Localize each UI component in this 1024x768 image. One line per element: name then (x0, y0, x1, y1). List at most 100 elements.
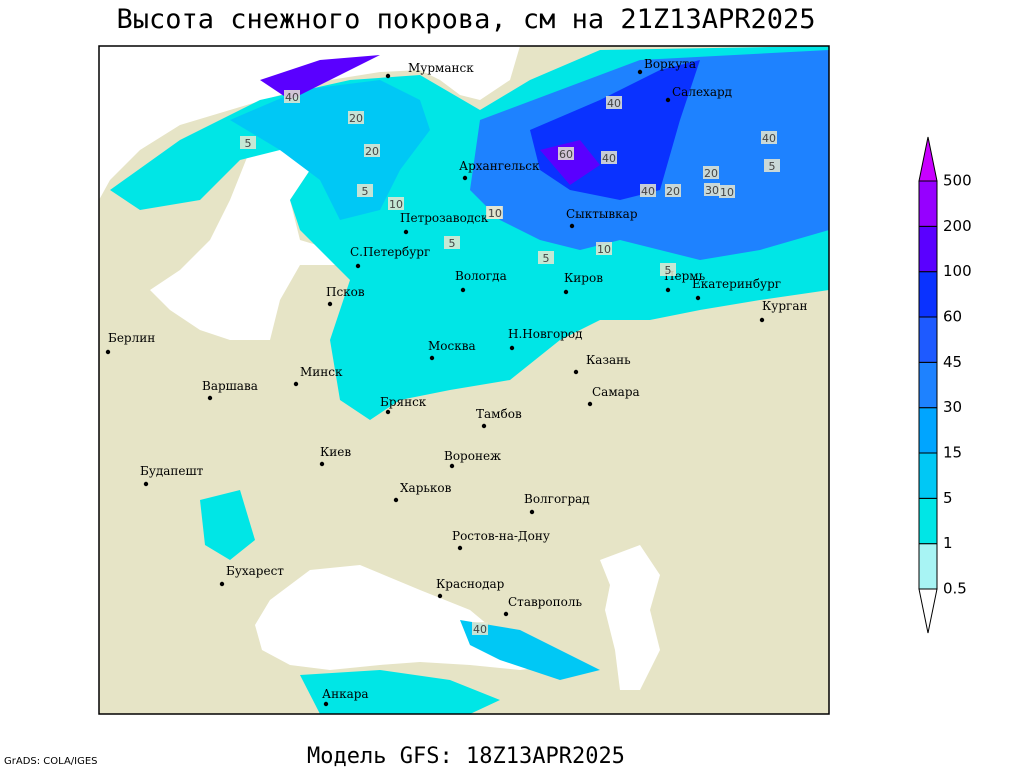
contour-label-bg (240, 136, 256, 149)
title: Высота снежного покрова, см на 21Z13APR2… (117, 4, 816, 35)
subtitle: Модель GFS: 18Z13APR2025 (307, 744, 625, 768)
credit: GrADS: COLA/IGES (4, 756, 98, 767)
contour-label-bg (606, 96, 622, 109)
colorbar-end (918, 588, 938, 634)
colorbar-label: 60 (943, 308, 962, 326)
contour-label: 20 (365, 145, 379, 158)
city-label: Петрозаводск (400, 211, 489, 225)
colorbar-segment (918, 271, 938, 318)
city-label: Екатеринбург (692, 277, 781, 291)
contour-label-bg (472, 622, 488, 635)
contour-label-bg (487, 206, 503, 219)
city-dot (385, 73, 391, 79)
city-dot (385, 409, 391, 415)
city-dot (219, 581, 225, 587)
contour-label-bg (719, 185, 735, 198)
city-dot (665, 287, 671, 293)
contour-label-bg (640, 184, 656, 197)
city-label: Ставрополь (508, 595, 582, 609)
contour-label-bg (601, 151, 617, 164)
contour-label-bg (665, 184, 681, 197)
contour-label-bg (704, 183, 720, 196)
city-dot (637, 69, 643, 75)
city-label: Самара (592, 385, 640, 399)
colorbar-segment (918, 407, 938, 454)
city-label: Ростов-на-Дону (452, 529, 550, 543)
colorbar-label: 500 (943, 172, 972, 190)
contour-label: 10 (597, 243, 611, 256)
snow-area (460, 620, 600, 680)
cities: Мурманск Воркута Салехард Архангельск Сыктыв… (105, 57, 807, 707)
city-dot (759, 317, 765, 323)
contour-label: 60 (559, 148, 573, 161)
snow-area (230, 80, 430, 220)
colorbar-segment (918, 316, 938, 363)
city-dot (503, 611, 509, 617)
city-label: Воркута (644, 57, 696, 71)
contour-label: 20 (666, 185, 680, 198)
contour-label: 40 (641, 185, 655, 198)
city-dot (481, 423, 487, 429)
city-dot (323, 701, 329, 707)
contour-label-bg (364, 144, 380, 157)
city-dot (319, 461, 325, 467)
contour-label: 5 (665, 264, 672, 277)
contour-label: 10 (720, 186, 734, 199)
contour-label: 5 (362, 185, 369, 198)
contour-label: 5 (543, 252, 550, 265)
colorbar-segment (918, 543, 938, 590)
city-label: Киев (320, 445, 351, 459)
city-label: Сыктывкар (566, 207, 638, 221)
contour-label: 40 (285, 91, 299, 104)
snow-area (200, 490, 255, 560)
contour-label-bg (388, 197, 404, 210)
colorbar-label: 200 (943, 217, 972, 235)
city-label: Архангельск (459, 159, 540, 173)
contour-label: 20 (704, 167, 718, 180)
map-frame (98, 45, 830, 715)
city-label: Минск (300, 365, 343, 379)
city-dot (207, 395, 213, 401)
city-dot (457, 545, 463, 551)
city-dot (449, 463, 455, 469)
city-label: Бухарест (226, 564, 284, 578)
city-dot (393, 497, 399, 503)
colorbar-segment (918, 361, 938, 409)
contour-label-bg (538, 251, 554, 264)
city-dot (429, 355, 435, 361)
city-dot (437, 593, 443, 599)
colorbar-label: 45 (943, 353, 962, 371)
colorbar-label: 100 (943, 262, 972, 280)
city-label: Берлин (108, 331, 155, 345)
city-label: Будапешт (140, 464, 204, 478)
city-label: Курган (762, 299, 807, 313)
contour-label-bg (444, 236, 460, 249)
contour-label: 40 (473, 623, 487, 636)
colorbar-segment (918, 497, 938, 545)
city-label: Волгоград (524, 492, 590, 506)
city-label: Н.Новгород (508, 327, 583, 341)
city-label: Тамбов (476, 407, 522, 421)
city-dot (695, 295, 701, 301)
colorbar-segment (918, 225, 938, 273)
contour-label: 10 (488, 207, 502, 220)
snow-area (260, 55, 380, 100)
city-label: Мурманск (408, 61, 474, 75)
city-label: Москва (428, 339, 476, 353)
snow-area (300, 670, 500, 714)
city-dot (327, 301, 333, 307)
contour-label-bg (761, 131, 777, 144)
city-dot (573, 369, 579, 375)
colorbar-label: 15 (943, 444, 962, 462)
sea (150, 135, 350, 340)
colorbar-label: 1 (943, 534, 953, 552)
colorbar-label: 30 (943, 398, 962, 416)
city-label: Харьков (400, 481, 452, 495)
city-label: Псков (326, 285, 365, 299)
city-label: Воронеж (444, 449, 501, 463)
city-label: С.Петербург (350, 245, 430, 259)
colorbar-segment (918, 452, 938, 499)
contour-labels: 4020520104060404010105402030102055105540 (240, 90, 780, 636)
sea (99, 46, 520, 200)
